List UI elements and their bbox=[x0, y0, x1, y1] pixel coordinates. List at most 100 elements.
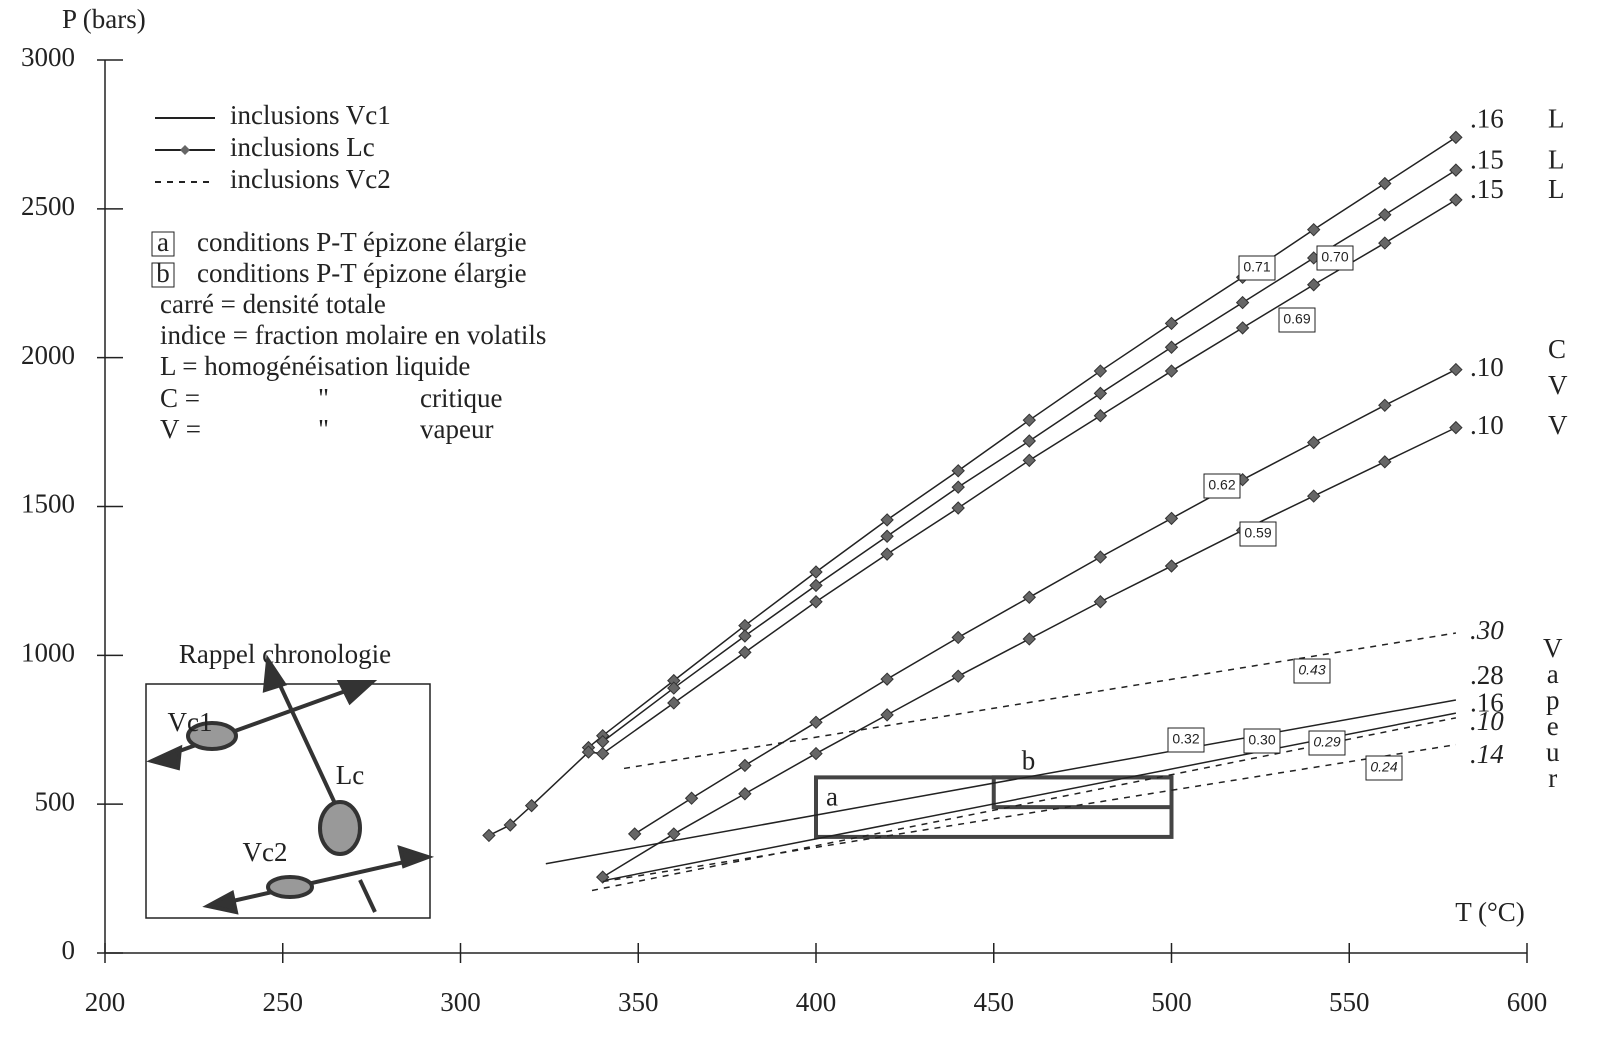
point bbox=[1093, 550, 1108, 564]
point bbox=[1235, 295, 1250, 310]
point bbox=[1306, 278, 1321, 292]
density-label: 0.62 bbox=[1208, 477, 1235, 493]
point bbox=[1164, 559, 1179, 573]
density-box bbox=[1278, 307, 1316, 333]
x-tick-label: 500 bbox=[1151, 987, 1192, 1017]
density-box bbox=[1365, 755, 1403, 781]
y-tick-label: 2500 bbox=[21, 191, 75, 221]
inset-label: Lc bbox=[336, 760, 364, 790]
note: carré = densité totale bbox=[160, 289, 386, 319]
point bbox=[1093, 386, 1108, 401]
note: " bbox=[318, 383, 329, 413]
phase-label: V bbox=[1548, 410, 1568, 440]
legend-label: inclusions Lc bbox=[230, 132, 375, 162]
density-box bbox=[1293, 658, 1331, 684]
x-tick-label: 300 bbox=[440, 987, 481, 1017]
inset-title: Rappel chronologie bbox=[179, 639, 391, 669]
end-label: .16 bbox=[1470, 104, 1504, 134]
density-label: 0.32 bbox=[1172, 731, 1199, 747]
y-tick-label: 1500 bbox=[21, 489, 75, 519]
end-label: .15 bbox=[1470, 174, 1504, 204]
note: indice = fraction molaire en volatils bbox=[160, 320, 546, 350]
y-tick-label: 2000 bbox=[21, 340, 75, 370]
point bbox=[1449, 420, 1463, 435]
point bbox=[1022, 413, 1037, 427]
density-box bbox=[1238, 255, 1276, 281]
series-line bbox=[602, 743, 1457, 883]
x-tick-label: 550 bbox=[1329, 987, 1370, 1017]
point bbox=[951, 630, 965, 645]
point bbox=[951, 480, 965, 494]
density-box bbox=[1316, 245, 1354, 271]
point bbox=[951, 669, 965, 683]
note: L = homogénéisation liquide bbox=[160, 351, 470, 381]
point bbox=[738, 758, 752, 773]
density-label: 0.71 bbox=[1243, 259, 1270, 275]
point bbox=[1235, 321, 1250, 335]
point bbox=[880, 672, 894, 686]
density-box bbox=[1308, 730, 1346, 756]
density-label: 0.70 bbox=[1321, 249, 1348, 265]
point bbox=[1022, 590, 1037, 604]
density-label: 0.30 bbox=[1248, 732, 1275, 748]
legend-label: inclusions Vc2 bbox=[230, 164, 391, 194]
point bbox=[1164, 316, 1179, 331]
point bbox=[667, 681, 681, 695]
phase-label: V bbox=[1548, 370, 1568, 400]
point bbox=[1164, 340, 1179, 354]
inset-arrows bbox=[146, 654, 435, 915]
point bbox=[1164, 364, 1179, 378]
note: C = bbox=[160, 383, 200, 413]
point bbox=[684, 791, 699, 805]
end-label: .10 bbox=[1470, 706, 1504, 736]
point bbox=[1378, 208, 1392, 222]
end-label: .15 bbox=[1470, 144, 1504, 174]
series-line bbox=[545, 699, 1457, 865]
region-label: a bbox=[826, 782, 838, 812]
density-label: 0.29 bbox=[1313, 734, 1340, 750]
point bbox=[627, 827, 642, 841]
point bbox=[738, 629, 752, 643]
point bbox=[809, 578, 823, 593]
point bbox=[809, 746, 823, 761]
note: critique bbox=[420, 383, 502, 413]
y-tick-label: 0 bbox=[62, 935, 76, 965]
point bbox=[1022, 453, 1037, 468]
series-line bbox=[623, 632, 1457, 770]
phase-label: L bbox=[1548, 144, 1565, 174]
point bbox=[482, 828, 496, 843]
density-box bbox=[1167, 727, 1205, 753]
point bbox=[1306, 435, 1321, 450]
point bbox=[1449, 163, 1463, 177]
point bbox=[809, 595, 823, 609]
density-label: 0.59 bbox=[1244, 525, 1271, 541]
region-label: b bbox=[1022, 746, 1036, 776]
point bbox=[951, 501, 965, 515]
y-axis-title: P (bars) bbox=[62, 4, 146, 34]
end-label: .30 bbox=[1470, 615, 1504, 645]
density-label: 0.24 bbox=[1370, 759, 1397, 775]
y-tick-label: 1000 bbox=[21, 638, 75, 668]
point bbox=[809, 565, 823, 579]
x-tick-label: 250 bbox=[263, 987, 304, 1017]
note-key: a bbox=[157, 227, 169, 257]
point bbox=[1022, 434, 1037, 448]
point bbox=[738, 787, 752, 801]
point bbox=[595, 870, 610, 884]
point bbox=[1449, 193, 1463, 207]
x-tick-label: 400 bbox=[796, 987, 837, 1017]
point bbox=[1449, 130, 1463, 145]
y-tick-label: 500 bbox=[35, 786, 76, 816]
point bbox=[1306, 489, 1321, 503]
point bbox=[1378, 455, 1392, 469]
point bbox=[1449, 362, 1463, 377]
note: conditions P-T épizone élargie bbox=[197, 258, 527, 288]
point bbox=[880, 708, 894, 722]
series-line bbox=[587, 136, 1457, 749]
point bbox=[595, 746, 610, 761]
density-box bbox=[1203, 473, 1241, 499]
point bbox=[880, 547, 894, 561]
point bbox=[1093, 364, 1108, 378]
end-label: .10 bbox=[1470, 352, 1504, 382]
